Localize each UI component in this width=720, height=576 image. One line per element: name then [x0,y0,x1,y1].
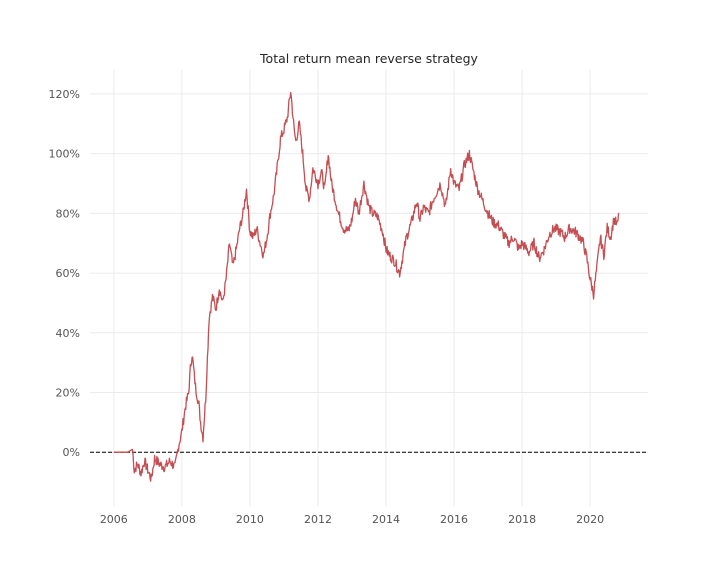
x-tick-label: 2014 [372,513,400,526]
x-tick-label: 2020 [576,513,604,526]
series-layer [113,91,620,482]
y-tick-label: 0% [63,446,80,459]
x-axis-ticks: 2006 2008 2010 2012 2014 2016 2018 2020 [100,513,604,526]
x-tick-label: 2006 [100,513,128,526]
x-tick-label: 2018 [508,513,536,526]
x-tick-label: 2016 [440,513,468,526]
y-tick-label: 80% [56,207,80,220]
x-tick-label: 2012 [304,513,332,526]
x-tick-label: 2008 [168,513,196,526]
y-tick-label: 60% [56,267,80,280]
y-axis-ticks: 0% 20% 40% 60% 80% 100% 120% [49,88,80,459]
series-line [113,91,620,482]
y-tick-label: 120% [49,88,80,101]
x-tick-label: 2010 [236,513,264,526]
chart-title: Total return mean reverse strategy [259,51,478,66]
y-tick-label: 40% [56,327,80,340]
grid-layer [90,70,648,506]
y-tick-label: 100% [49,148,80,161]
y-tick-label: 20% [56,387,80,400]
